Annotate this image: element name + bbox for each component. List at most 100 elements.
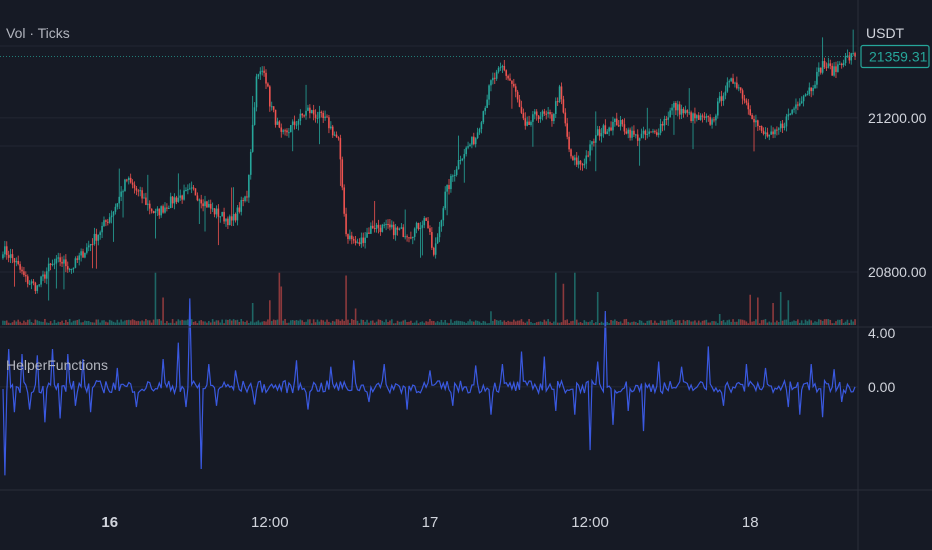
candle-body xyxy=(627,129,630,134)
volume-bar xyxy=(391,319,393,325)
candle-body xyxy=(827,63,830,68)
candle-body xyxy=(501,66,504,68)
volume-bar xyxy=(139,321,142,325)
time-axis[interactable]: 16 12:00 17 12:00 18 xyxy=(101,514,758,531)
candle-body xyxy=(398,228,401,230)
candle-body xyxy=(543,111,546,114)
volume-bar xyxy=(581,323,584,325)
volume-bar xyxy=(438,322,441,325)
candle-body xyxy=(45,271,48,279)
candle-body xyxy=(400,227,403,229)
candle-body xyxy=(854,53,856,57)
candle-body xyxy=(196,195,199,201)
volume-bar xyxy=(337,319,340,325)
candle-body xyxy=(558,86,561,102)
volume-bar xyxy=(51,323,54,325)
candle-body xyxy=(741,90,744,99)
candle-body xyxy=(221,211,223,217)
candle-body xyxy=(697,115,700,120)
volume-bar xyxy=(74,320,77,325)
volume-bar xyxy=(175,321,178,325)
candle-body xyxy=(194,188,197,196)
volume-bar xyxy=(741,319,744,325)
candle-body xyxy=(570,149,572,157)
candle-body xyxy=(204,201,206,207)
candle-body xyxy=(34,282,37,291)
candle-body xyxy=(455,169,458,175)
candle-body xyxy=(392,224,395,236)
volume-bar xyxy=(736,321,738,325)
volume-bar xyxy=(253,322,256,325)
volume-bar xyxy=(375,321,378,325)
volume-bar xyxy=(429,318,431,325)
volume-bar xyxy=(457,320,460,325)
volume-bar xyxy=(522,321,525,325)
volume-bar xyxy=(594,322,597,325)
candle-body xyxy=(518,99,521,107)
volume-bar xyxy=(703,320,706,325)
candle-body xyxy=(434,243,437,255)
candle-body xyxy=(753,118,755,123)
candle-body xyxy=(7,255,10,258)
candle-body xyxy=(383,224,386,226)
candle-body xyxy=(127,177,130,181)
candle-body xyxy=(413,228,416,237)
candle-body xyxy=(480,122,483,130)
time-axis-label: 12:00 xyxy=(571,514,609,531)
volume-bar xyxy=(373,322,376,325)
volume-bar xyxy=(381,320,384,325)
candle-body xyxy=(549,112,551,115)
volume-bar xyxy=(328,321,330,325)
candle-body xyxy=(352,239,355,241)
candle-body xyxy=(699,115,702,120)
candle-body xyxy=(488,85,490,100)
volume-bar xyxy=(680,323,683,325)
volume-bar xyxy=(371,320,374,325)
candle-body xyxy=(747,102,750,110)
candle-body xyxy=(829,63,832,66)
candle-body xyxy=(425,218,427,221)
candle-body xyxy=(135,188,138,191)
volume-bar xyxy=(568,322,570,325)
volume-bar xyxy=(728,319,731,325)
candle-body xyxy=(147,203,149,205)
candle-body xyxy=(840,63,843,66)
candle-body xyxy=(739,87,742,91)
candle-body xyxy=(495,71,498,79)
candle-body xyxy=(288,132,290,134)
candle-body xyxy=(200,199,203,204)
candle-body xyxy=(562,99,565,113)
candle-body xyxy=(522,112,525,119)
candle-body xyxy=(265,72,267,84)
candle-body xyxy=(318,111,321,119)
volume-bar xyxy=(21,323,23,325)
candle-body xyxy=(173,197,176,204)
candle-body xyxy=(21,269,23,272)
candle-body xyxy=(572,156,574,161)
candle-body xyxy=(303,115,305,117)
volume-bar xyxy=(657,322,660,325)
volume-bar xyxy=(80,322,82,325)
volume-bar xyxy=(147,320,149,325)
volume-bar xyxy=(732,319,734,325)
candle-body xyxy=(608,127,610,132)
candle-body xyxy=(720,96,723,101)
volume-bar xyxy=(370,320,372,325)
candle-body xyxy=(478,129,481,133)
volume-bar xyxy=(400,321,403,325)
volume-bar xyxy=(461,321,464,325)
volume-bar xyxy=(162,297,164,325)
volume-bar xyxy=(343,320,345,325)
candle-body xyxy=(606,131,609,135)
candle-body xyxy=(227,218,229,226)
volume-bar xyxy=(819,319,822,325)
volume-bar xyxy=(589,321,591,325)
candle-body xyxy=(206,201,208,208)
candle-body xyxy=(770,131,772,135)
candle-body xyxy=(589,144,591,156)
volume-bar xyxy=(196,323,199,325)
volume-bar xyxy=(635,321,637,325)
volume-bar xyxy=(127,319,130,325)
candle-body xyxy=(673,102,675,108)
